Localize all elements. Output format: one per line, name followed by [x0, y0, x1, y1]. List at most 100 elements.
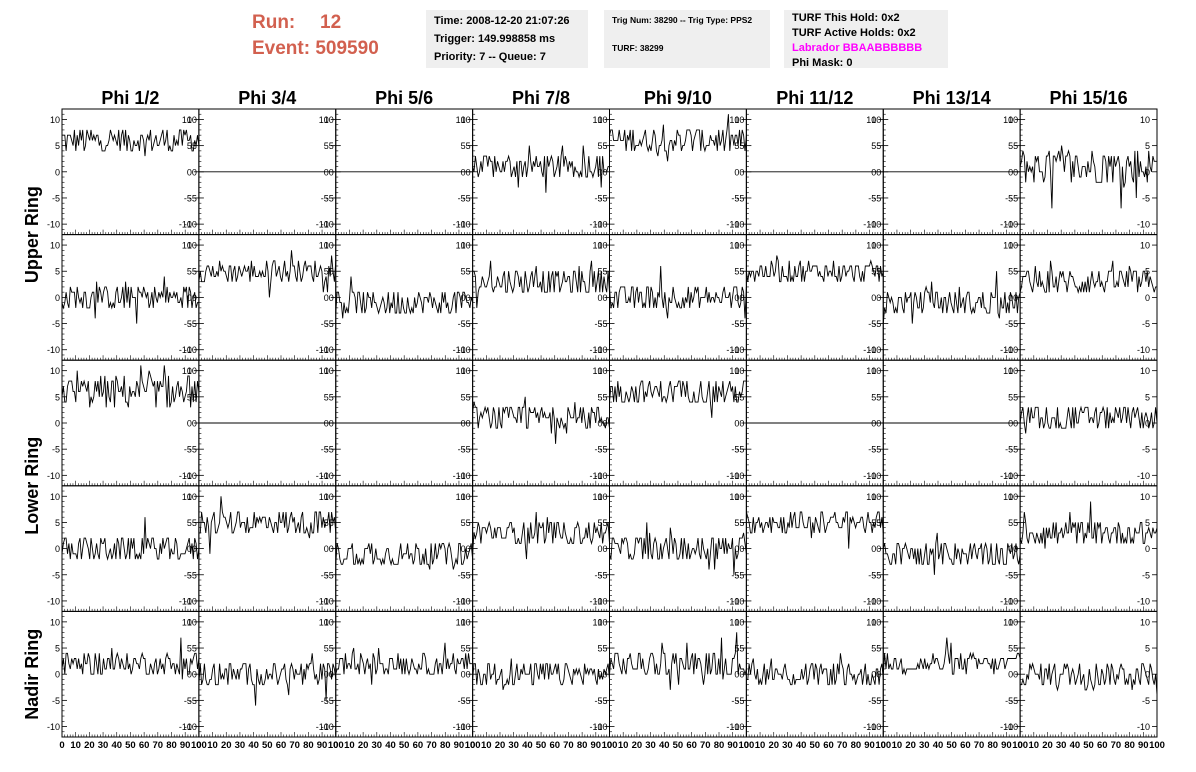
y-tick-label: 5 — [1013, 392, 1018, 402]
y-tick-label: 0 — [192, 167, 197, 177]
y-tick-label: 0 — [466, 419, 471, 429]
column-header: Phi 11/12 — [776, 88, 853, 108]
y-tick-label: -10 — [1000, 596, 1013, 606]
x-tick-label: 30 — [508, 740, 519, 751]
y-tick-label: -5 — [1005, 696, 1013, 706]
x-tick-label: 20 — [1042, 740, 1053, 751]
x-tick-label: 40 — [796, 740, 807, 751]
x-tick-label: 50 — [1083, 740, 1094, 751]
panel-frame — [1019, 485, 1158, 612]
trig-num-text: Trig Num: 38290 -- Trig Type: PPS2 — [612, 15, 753, 25]
y-tick-label: 0 — [461, 293, 466, 303]
y-tick-label: 0 — [602, 293, 607, 303]
waveform-trace — [61, 276, 199, 324]
y-tick-label: -5 — [184, 193, 192, 203]
y-tick-label: 5 — [1013, 644, 1018, 654]
x-tick-label: 30 — [1056, 740, 1067, 751]
run-line: Run: 12 — [252, 10, 412, 36]
y-tick-label: -10 — [184, 345, 197, 355]
x-tick-label: 70 — [426, 740, 437, 751]
y-tick-label: 5 — [324, 141, 329, 151]
x-tick-label: 60 — [1097, 740, 1108, 751]
y-tick-label: -5 — [52, 319, 60, 329]
priority-text: Priority: 7 -- Queue: 7 — [434, 51, 546, 63]
x-tick-label: 0 — [881, 740, 886, 751]
y-tick-label: -10 — [1005, 596, 1018, 606]
y-tick-label: 0 — [55, 293, 60, 303]
y-tick-label: 5 — [466, 392, 471, 402]
y-tick-label: 0 — [871, 544, 876, 554]
panel-frame — [609, 359, 747, 487]
y-tick-label: -10 — [47, 471, 60, 481]
y-tick-label: 5 — [324, 392, 329, 402]
y-tick-label: -5 — [458, 696, 466, 706]
waveform-trace — [198, 250, 337, 298]
y-tick-label: -10 — [863, 220, 876, 230]
waveform-trace — [882, 532, 1021, 575]
x-tick-label: 80 — [303, 740, 314, 751]
y-tick-label: 5 — [329, 518, 334, 528]
y-tick-label: -10 — [594, 220, 607, 230]
y-tick-label: 10 — [1140, 115, 1150, 125]
y-tick-label: 5 — [329, 267, 334, 277]
y-tick-label: -10 — [726, 220, 739, 230]
y-tick-label: 0 — [1013, 167, 1018, 177]
y-tick-label: -5 — [736, 319, 744, 329]
y-tick-label: 5 — [1013, 518, 1018, 528]
y-tick-label: 0 — [1145, 544, 1150, 554]
panel-frame — [745, 234, 884, 361]
y-tick-label: 0 — [1008, 293, 1013, 303]
y-tick-label: 5 — [739, 141, 744, 151]
run-value: 12 — [320, 12, 342, 33]
y-tick-label: -5 — [326, 570, 334, 580]
y-tick-label: -5 — [873, 319, 881, 329]
waveform-trace — [1019, 405, 1158, 434]
x-tick-label: 90 — [1138, 740, 1149, 751]
x-tick-label: 60 — [823, 740, 834, 751]
panel-frame — [472, 234, 610, 361]
y-tick-label: 5 — [55, 141, 60, 151]
y-tick-label: -5 — [599, 696, 607, 706]
y-tick-label: 0 — [739, 419, 744, 429]
y-tick-label: -10 — [1137, 722, 1150, 732]
y-tick-label: -10 — [179, 345, 192, 355]
y-tick-label: -10 — [863, 722, 876, 732]
turf-hold-panel: TURF This Hold: 0x2 TURF Active Holds: 0… — [784, 10, 948, 68]
y-tick-label: 0 — [871, 167, 876, 177]
y-tick-label: 5 — [192, 392, 197, 402]
y-tick-label: 0 — [597, 670, 602, 680]
y-tick-label: -10 — [453, 722, 466, 732]
y-tick-label: -10 — [316, 345, 329, 355]
y-tick-label: 5 — [329, 141, 334, 151]
y-tick-label: 10 — [1140, 241, 1150, 251]
x-tick-label: 30 — [372, 740, 383, 751]
y-tick-label: 5 — [324, 644, 329, 654]
y-tick-label: -5 — [326, 696, 334, 706]
y-tick-label: -10 — [316, 722, 329, 732]
y-tick-label: 10 — [319, 115, 329, 125]
y-tick-label: -10 — [184, 220, 197, 230]
y-tick-label: -5 — [1010, 696, 1018, 706]
panel-frame — [472, 485, 610, 612]
y-tick-label: 10 — [1008, 241, 1018, 251]
x-tick-label: 30 — [919, 740, 930, 751]
y-tick-label: -5 — [1005, 570, 1013, 580]
x-tick-label: 20 — [358, 740, 369, 751]
y-tick-label: 5 — [1145, 392, 1150, 402]
y-tick-label: 10 — [50, 617, 60, 627]
x-tick-label: 50 — [946, 740, 957, 751]
trig-num-panel: Trig Num: 38290 -- Trig Type: PPS2 TURF:… — [604, 10, 770, 68]
y-tick-label: -10 — [863, 596, 876, 606]
y-tick-label: 5 — [1008, 267, 1013, 277]
y-tick-label: 0 — [461, 544, 466, 554]
x-tick-label: 50 — [125, 740, 136, 751]
y-tick-label: -5 — [1142, 570, 1150, 580]
y-tick-label: -5 — [326, 193, 334, 203]
waveform-trace — [335, 276, 474, 319]
y-tick-label: -5 — [321, 319, 329, 329]
y-tick-label: -5 — [321, 445, 329, 455]
y-tick-label: 10 — [729, 241, 739, 251]
x-tick-label: 60 — [276, 740, 287, 751]
y-tick-label: 0 — [739, 544, 744, 554]
y-tick-label: 0 — [55, 544, 60, 554]
